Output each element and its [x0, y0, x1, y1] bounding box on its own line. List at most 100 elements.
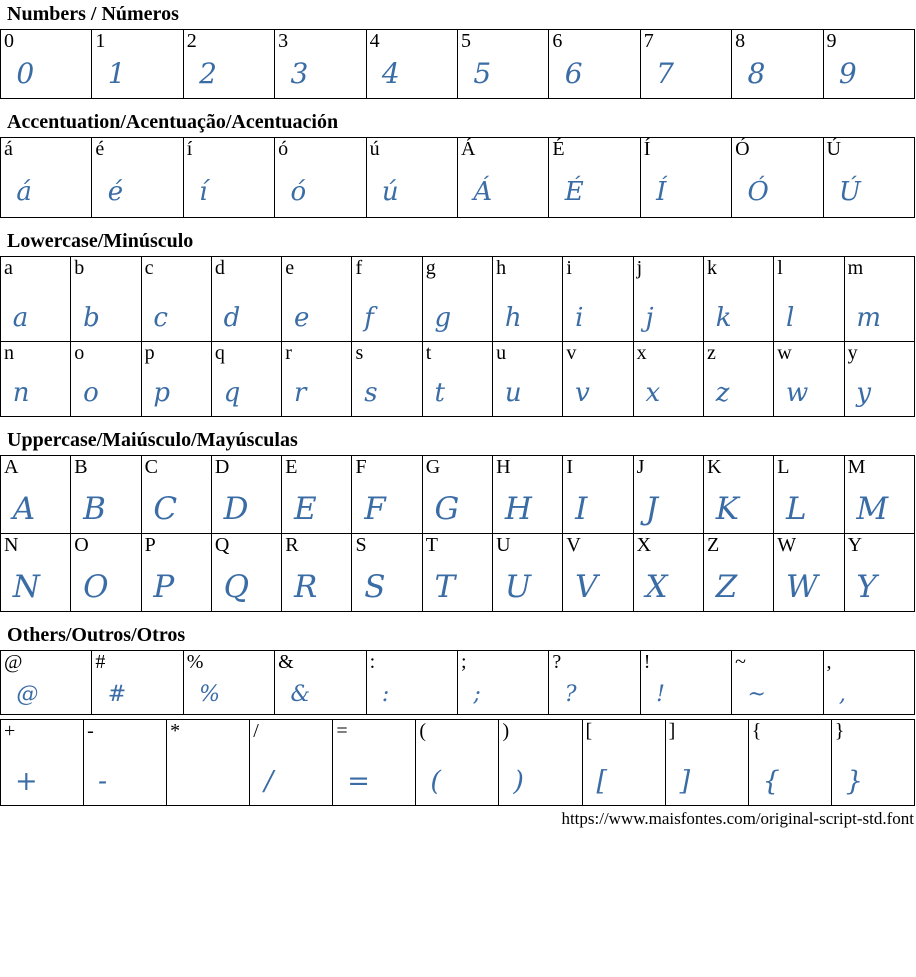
character-label: *: [170, 720, 181, 743]
script-glyph: 2: [199, 57, 217, 90]
script-glyph: u: [504, 378, 522, 408]
glyph-cell: ((: [415, 719, 500, 806]
script-glyph: (: [430, 766, 441, 797]
script-glyph: &: [290, 682, 311, 707]
character-label: I: [566, 456, 574, 479]
script-glyph: @: [16, 682, 39, 707]
script-glyph: m: [856, 303, 882, 333]
character-label: j: [636, 257, 643, 280]
character-label: 5: [460, 30, 471, 53]
glyph-cell: )): [498, 719, 583, 806]
script-glyph: w: [786, 378, 809, 408]
character-label: G: [425, 456, 441, 479]
character-label: ;: [460, 651, 467, 674]
character-label: e: [285, 257, 295, 280]
script-glyph: 3: [290, 57, 309, 90]
character-label: h: [496, 257, 507, 280]
character-label: D: [214, 456, 230, 479]
script-glyph: A: [12, 491, 36, 527]
character-label: 3: [278, 30, 289, 53]
script-glyph: I: [575, 491, 588, 527]
script-glyph: B: [83, 491, 106, 527]
script-glyph: Í: [656, 177, 667, 207]
script-glyph: e: [293, 303, 310, 333]
character-label: 7: [643, 30, 654, 53]
script-glyph: 5: [473, 57, 492, 90]
character-label: B: [74, 456, 88, 479]
script-glyph: 8: [747, 57, 766, 90]
script-glyph: p: [153, 378, 171, 408]
script-glyph: N: [12, 569, 40, 605]
character-label: =: [336, 720, 348, 743]
script-glyph: 4: [381, 57, 400, 90]
script-glyph: l: [786, 303, 795, 333]
character-label: a: [4, 257, 13, 280]
script-glyph: c: [153, 303, 168, 333]
script-glyph: X: [645, 569, 668, 605]
script-glyph: J: [645, 491, 658, 527]
glyph-cell: !!: [639, 650, 733, 715]
script-glyph: x: [645, 378, 661, 408]
character-label: x: [636, 342, 647, 365]
character-label: ): [502, 720, 510, 743]
character-label: ?: [552, 651, 562, 674]
character-label: n: [4, 342, 14, 365]
script-glyph: h: [504, 303, 522, 333]
script-glyph: é: [107, 177, 124, 207]
script-glyph: ú: [381, 177, 399, 207]
script-glyph: T: [434, 569, 456, 605]
source-url: https://www.maisfontes.com/original-scri…: [561, 809, 914, 828]
character-label: W: [777, 534, 797, 557]
character-label: T: [425, 534, 438, 557]
character-label: V: [566, 534, 581, 557]
script-glyph: R: [293, 569, 318, 605]
glyph-cell: ??: [548, 650, 641, 715]
character-label: &: [278, 651, 294, 674]
character-label: Ó: [735, 138, 750, 161]
character-label: -: [87, 720, 94, 743]
character-label: í: [186, 138, 193, 161]
character-label: b: [74, 257, 85, 280]
character-label: y: [847, 342, 858, 365]
script-glyph: É: [564, 177, 584, 207]
glyph-cell: {{: [747, 719, 832, 806]
character-label: ú: [369, 138, 380, 161]
script-glyph: n: [12, 378, 30, 408]
script-glyph: ?: [564, 682, 577, 707]
script-glyph: !: [656, 682, 665, 707]
character-label: r: [285, 342, 292, 365]
character-label: %: [186, 651, 204, 674]
character-label: t: [425, 342, 432, 365]
character-label: 9: [826, 30, 837, 53]
section-title: Lowercase/Minúsculo: [7, 230, 194, 252]
character-label: i: [566, 257, 572, 280]
script-glyph: b: [83, 303, 100, 333]
script-glyph: M: [856, 491, 889, 527]
character-label: ó: [278, 138, 289, 161]
